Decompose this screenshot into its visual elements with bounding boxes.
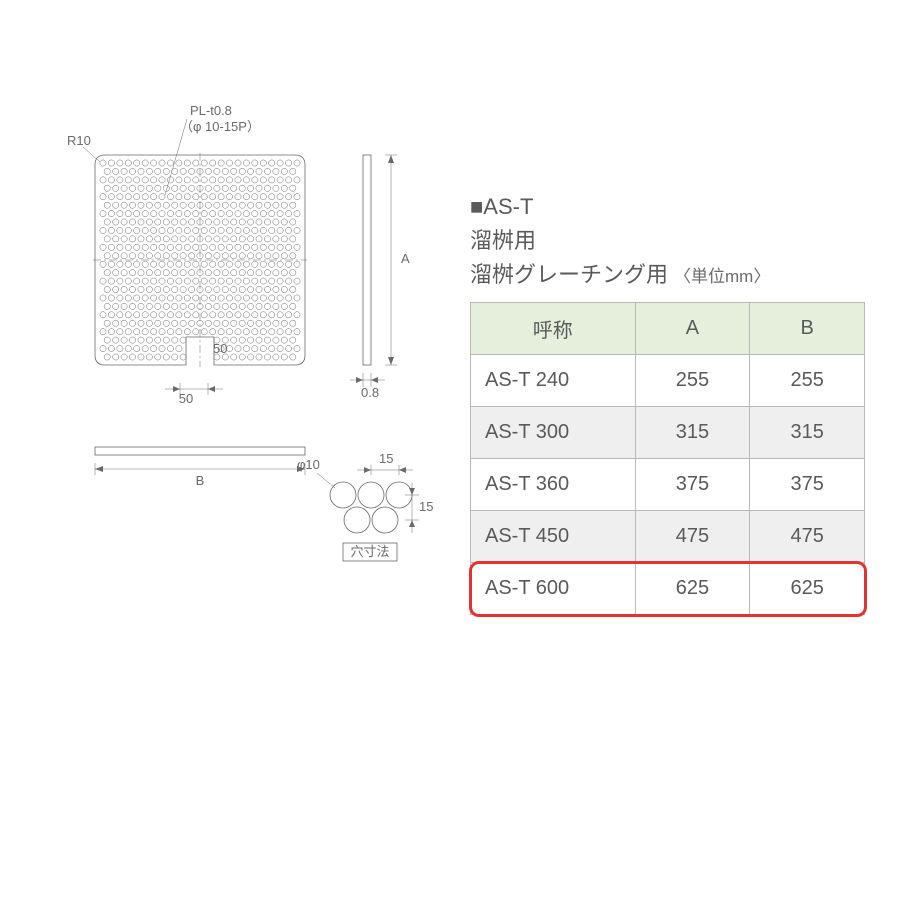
cell-B: 315 <box>750 407 865 459</box>
bottom-view: B <box>95 447 305 488</box>
hole-pitch-v: 15 <box>419 499 433 514</box>
notch-h-label: 50 <box>213 341 227 356</box>
unit-note: 〈単位mm〉 <box>674 267 770 286</box>
table-row: AS-T 600625625 <box>471 563 865 615</box>
hole-caption: 穴寸法 <box>350 544 389 559</box>
hole-detail: φ10 15 15 穴寸法 <box>297 451 433 561</box>
cell-name: AS-T 300 <box>471 407 636 459</box>
dim-A: A <box>401 251 410 266</box>
col-header-A: A <box>635 303 750 355</box>
cell-name: AS-T 450 <box>471 511 636 563</box>
cell-A: 315 <box>635 407 750 459</box>
col-header-B: B <box>750 303 865 355</box>
cell-name: AS-T 600 <box>471 563 636 615</box>
thickness-label: 0.8 <box>361 385 379 400</box>
heading-line-1: 溜桝用 <box>470 224 870 258</box>
col-header-name: 呼称 <box>471 303 636 355</box>
spec-panel: ■AS-T 溜桝用 溜桝グレーチング用〈単位mm〉 呼称 A B AS-T 24… <box>470 190 870 615</box>
table-header-row: 呼称 A B <box>471 303 865 355</box>
heading-line-2: 溜桝グレーチング用〈単位mm〉 <box>470 258 870 292</box>
model-prefix: ■AS-T <box>470 190 870 224</box>
cell-A: 475 <box>635 511 750 563</box>
cell-name: AS-T 360 <box>471 459 636 511</box>
drawing-svg: PL-t0.8 （φ 10-15P） R10 50 50 A <box>45 95 445 595</box>
table-row: AS-T 450475475 <box>471 511 865 563</box>
side-view: A 0.8 <box>350 155 410 400</box>
cell-A: 255 <box>635 355 750 407</box>
technical-drawing: PL-t0.8 （φ 10-15P） R10 50 50 A <box>45 95 445 595</box>
cell-A: 375 <box>635 459 750 511</box>
notch-w-label: 50 <box>179 391 193 406</box>
hole-pitch-h: 15 <box>379 451 393 466</box>
cell-B: 475 <box>750 511 865 563</box>
dim-B: B <box>196 473 205 488</box>
plate-note-1: PL-t0.8 <box>190 103 232 118</box>
corner-radius-label: R10 <box>67 133 91 148</box>
cell-A: 625 <box>635 563 750 615</box>
cell-B: 255 <box>750 355 865 407</box>
cell-B: 375 <box>750 459 865 511</box>
table-row: AS-T 300315315 <box>471 407 865 459</box>
table-row: AS-T 240255255 <box>471 355 865 407</box>
heading-line-2-text: 溜桝グレーチング用 <box>470 262 668 287</box>
spec-table: 呼称 A B AS-T 240255255AS-T 300315315AS-T … <box>470 302 865 615</box>
cell-B: 625 <box>750 563 865 615</box>
table-row: AS-T 360375375 <box>471 459 865 511</box>
cell-name: AS-T 240 <box>471 355 636 407</box>
plate-note-2: （φ 10-15P） <box>180 119 260 134</box>
hole-dia-label: φ10 <box>297 457 320 472</box>
